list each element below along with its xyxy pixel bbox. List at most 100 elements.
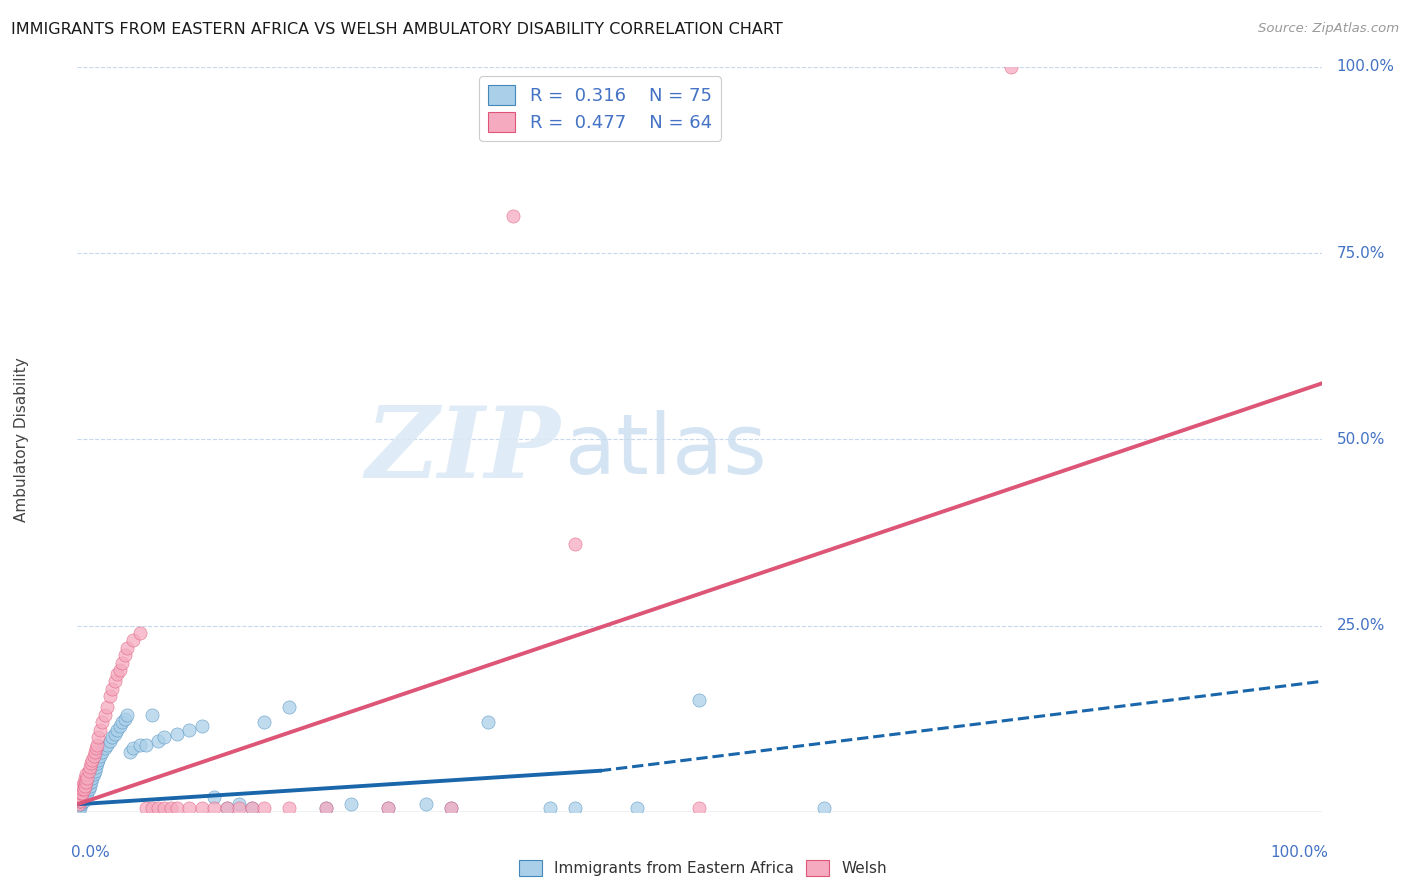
Point bbox=[83, 745, 105, 759]
Point bbox=[70, 789, 93, 804]
Point bbox=[98, 734, 121, 748]
Point bbox=[277, 700, 299, 714]
Point bbox=[76, 779, 98, 793]
Point bbox=[89, 748, 111, 763]
Point bbox=[240, 801, 263, 815]
Point bbox=[538, 801, 561, 815]
Point bbox=[67, 793, 90, 807]
Point bbox=[111, 656, 134, 670]
Point bbox=[77, 782, 100, 797]
Point bbox=[67, 797, 90, 812]
Point bbox=[108, 719, 131, 733]
Point bbox=[72, 775, 94, 789]
Point bbox=[101, 681, 124, 696]
Point bbox=[128, 626, 150, 640]
Point bbox=[166, 801, 188, 815]
Point bbox=[141, 801, 163, 815]
Text: IMMIGRANTS FROM EASTERN AFRICA VS WELSH AMBULATORY DISABILITY CORRELATION CHART: IMMIGRANTS FROM EASTERN AFRICA VS WELSH … bbox=[11, 22, 783, 37]
Text: Ambulatory Disability: Ambulatory Disability bbox=[14, 357, 30, 522]
Point bbox=[253, 715, 276, 730]
Point bbox=[215, 801, 238, 815]
Point bbox=[377, 801, 399, 815]
Point bbox=[70, 797, 93, 812]
Point bbox=[105, 667, 128, 681]
Point bbox=[67, 797, 90, 812]
Point bbox=[84, 760, 107, 774]
Point bbox=[415, 797, 437, 812]
Point bbox=[82, 753, 104, 767]
Point bbox=[689, 801, 711, 815]
Point bbox=[159, 801, 181, 815]
Point bbox=[111, 715, 134, 730]
Point bbox=[80, 775, 103, 789]
Point bbox=[98, 690, 121, 704]
Point bbox=[114, 712, 136, 726]
Point bbox=[72, 782, 94, 797]
Point bbox=[253, 801, 276, 815]
Point bbox=[73, 789, 96, 804]
Point bbox=[83, 748, 105, 763]
Point bbox=[77, 764, 100, 778]
Point bbox=[72, 789, 94, 804]
Point bbox=[79, 771, 101, 785]
Point bbox=[69, 797, 91, 812]
Point bbox=[73, 779, 96, 793]
Point bbox=[93, 707, 115, 722]
Point bbox=[228, 797, 250, 812]
Point bbox=[84, 741, 107, 756]
Point bbox=[67, 793, 90, 807]
Point bbox=[70, 782, 93, 797]
Point bbox=[77, 775, 100, 789]
Point bbox=[86, 738, 108, 752]
Point bbox=[72, 782, 94, 797]
Point bbox=[148, 801, 170, 815]
Text: 100.0%: 100.0% bbox=[1337, 60, 1395, 74]
Point bbox=[228, 801, 250, 815]
Point bbox=[87, 730, 110, 744]
Point bbox=[73, 782, 96, 797]
Point bbox=[340, 797, 363, 812]
Point bbox=[115, 707, 138, 722]
Point bbox=[73, 786, 96, 800]
Point bbox=[115, 640, 138, 655]
Point bbox=[73, 771, 96, 785]
Point bbox=[86, 756, 108, 771]
Point bbox=[153, 801, 176, 815]
Point bbox=[179, 801, 201, 815]
Point bbox=[82, 771, 104, 785]
Point bbox=[104, 674, 127, 689]
Point bbox=[72, 793, 94, 807]
Point bbox=[377, 801, 399, 815]
Point bbox=[75, 786, 97, 800]
Point bbox=[153, 730, 176, 744]
Point bbox=[813, 801, 835, 815]
Point bbox=[72, 786, 94, 800]
Point bbox=[148, 734, 170, 748]
Point bbox=[69, 793, 91, 807]
Legend: R =  0.316    N = 75, R =  0.477    N = 64: R = 0.316 N = 75, R = 0.477 N = 64 bbox=[479, 76, 721, 141]
Point bbox=[440, 801, 463, 815]
Point bbox=[564, 536, 586, 550]
Point bbox=[1000, 60, 1022, 74]
Point bbox=[114, 648, 136, 663]
Point bbox=[315, 801, 337, 815]
Point bbox=[191, 719, 214, 733]
Point bbox=[105, 723, 128, 737]
Point bbox=[315, 801, 337, 815]
Point bbox=[70, 786, 93, 800]
Point bbox=[202, 789, 225, 804]
Point bbox=[72, 779, 94, 793]
Point bbox=[70, 786, 93, 800]
Point bbox=[215, 801, 238, 815]
Point bbox=[89, 723, 111, 737]
Point bbox=[128, 738, 150, 752]
Point bbox=[87, 753, 110, 767]
Point bbox=[70, 789, 93, 804]
Point bbox=[72, 782, 94, 797]
Point bbox=[179, 723, 201, 737]
Point bbox=[79, 779, 101, 793]
Point bbox=[67, 801, 90, 815]
Point bbox=[477, 715, 499, 730]
Point bbox=[277, 801, 299, 815]
Point bbox=[79, 760, 101, 774]
